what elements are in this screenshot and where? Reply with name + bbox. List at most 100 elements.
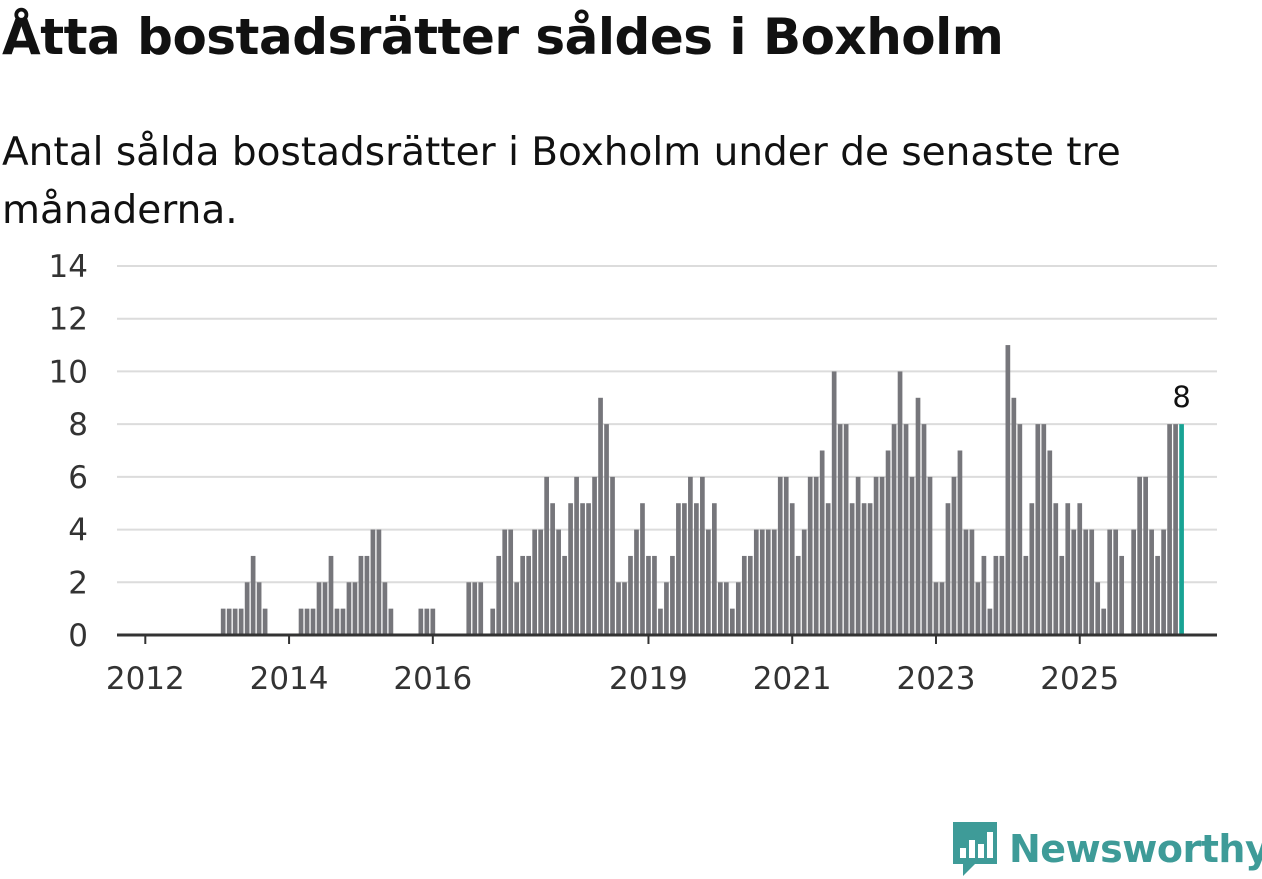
bar — [418, 608, 424, 635]
x-tick-label: 2025 — [1040, 661, 1119, 697]
bar — [622, 582, 627, 635]
bar — [718, 582, 723, 635]
y-tick-label: 8 — [68, 407, 88, 443]
bar — [304, 608, 310, 635]
x-tick-label: 2012 — [106, 661, 185, 697]
bar — [981, 555, 987, 635]
bar — [628, 555, 633, 635]
bar — [903, 424, 909, 635]
y-tick-label: 6 — [68, 460, 88, 496]
bar — [1077, 503, 1083, 635]
bar — [927, 476, 933, 635]
bar — [1167, 424, 1172, 635]
bar — [1059, 555, 1065, 635]
bar — [328, 555, 334, 635]
bar — [532, 529, 537, 635]
bar — [316, 582, 322, 635]
bar — [556, 529, 561, 635]
bar — [676, 503, 681, 635]
bar — [1053, 503, 1059, 635]
bar — [592, 476, 597, 635]
bar — [472, 582, 478, 635]
bar — [993, 555, 999, 635]
highlight-data-label: 8 — [1172, 380, 1190, 414]
bar — [502, 529, 508, 635]
y-tick-label: 4 — [68, 513, 88, 549]
bar — [915, 397, 921, 635]
highlight-bar — [1179, 424, 1184, 635]
bar — [244, 582, 250, 635]
x-tick-label: 2023 — [897, 661, 976, 697]
bar — [1113, 529, 1119, 635]
bar — [340, 608, 346, 635]
bar — [346, 582, 352, 635]
bar — [250, 555, 256, 635]
bar — [262, 608, 268, 635]
bar — [424, 608, 430, 635]
bar — [789, 503, 795, 635]
bar — [568, 503, 573, 635]
bar — [999, 555, 1005, 635]
bar — [376, 529, 382, 635]
newsworthy-logo-icon — [953, 822, 997, 876]
bar — [232, 608, 238, 635]
bar — [855, 476, 861, 635]
y-tick-label: 12 — [49, 302, 88, 338]
bar — [496, 555, 502, 635]
bar-chart: 0 2 4 6 8 10 12 14 2012 2014 2016 2019 2021 2023 2025… — [49, 249, 1217, 697]
bar — [616, 582, 621, 635]
bar — [1101, 608, 1107, 635]
bar — [466, 582, 472, 635]
bar — [831, 371, 837, 635]
bar — [586, 503, 591, 635]
bar — [813, 476, 819, 635]
bar — [604, 424, 609, 635]
bar — [1065, 503, 1071, 635]
bar — [706, 529, 711, 635]
bar — [765, 529, 771, 635]
bar — [909, 476, 915, 635]
bar — [807, 476, 813, 635]
bar — [598, 397, 603, 635]
bar — [694, 503, 699, 635]
bar — [310, 608, 316, 635]
bar — [777, 476, 783, 635]
bar — [741, 555, 747, 635]
bar — [1107, 529, 1113, 635]
x-axis-ticks: 2012 2014 2016 2019 2021 2023 2025 — [106, 635, 1119, 697]
bar — [1143, 476, 1148, 635]
bar — [1155, 555, 1160, 635]
bar — [640, 503, 645, 635]
bar — [837, 424, 843, 635]
bar — [382, 582, 388, 635]
bar — [526, 555, 532, 635]
bar — [478, 582, 484, 635]
bar — [712, 503, 717, 635]
newsworthy-logo: Newsworthy — [951, 820, 1262, 878]
newsworthy-logo-text: Newsworthy — [1009, 827, 1262, 871]
bar — [969, 529, 975, 635]
bar — [514, 582, 520, 635]
bar — [490, 608, 496, 635]
bar — [861, 503, 867, 635]
bar — [580, 503, 585, 635]
bar — [1017, 424, 1023, 635]
bar — [256, 582, 262, 635]
bar — [873, 476, 879, 635]
bar — [610, 476, 615, 635]
bar — [963, 529, 969, 635]
bar — [1035, 424, 1041, 635]
y-tick-label: 10 — [49, 354, 88, 390]
bar — [933, 582, 939, 635]
gridlines — [117, 265, 1217, 584]
x-tick-label: 2019 — [609, 661, 688, 697]
bar — [298, 608, 304, 635]
bar — [544, 476, 549, 635]
bar — [1005, 345, 1011, 635]
bar — [723, 582, 729, 635]
bar — [334, 608, 340, 635]
bar — [430, 608, 436, 635]
bar — [358, 555, 364, 635]
bar — [700, 476, 705, 635]
bar — [1095, 582, 1101, 635]
